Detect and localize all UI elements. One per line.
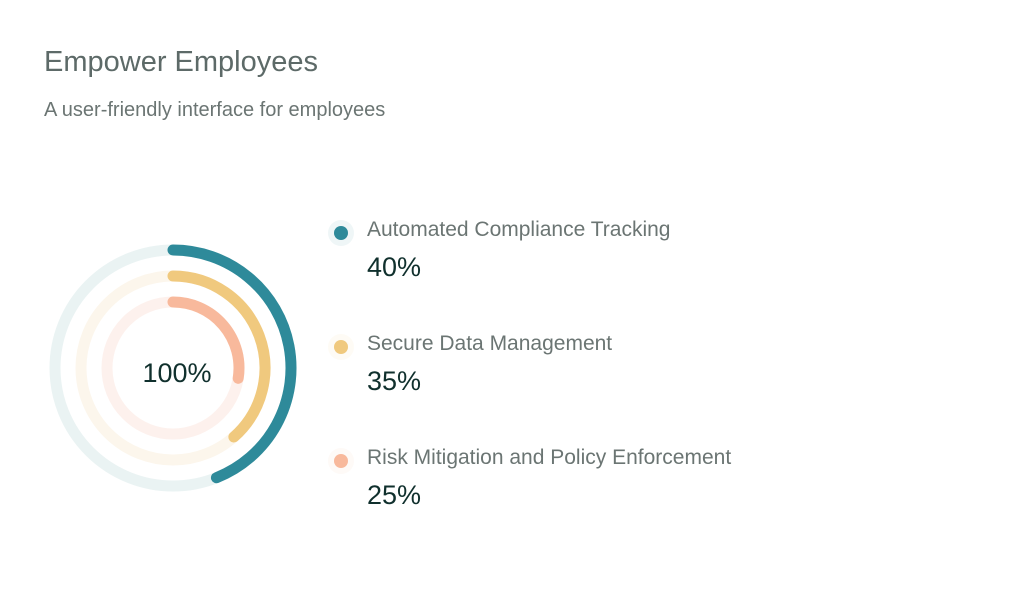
page-title: Empower Employees [44, 46, 318, 78]
page-subtitle: A user-friendly interface for employees [44, 99, 386, 121]
legend-dot-icon [334, 454, 348, 468]
radial-chart [49, 244, 297, 492]
legend-value: 40% [367, 252, 422, 282]
legend-dot-icon [334, 226, 348, 240]
center-label: 100% [142, 358, 212, 388]
legend-label: Risk Mitigation and Policy Enforcement [367, 446, 732, 469]
ring-arc-2 [167, 296, 245, 384]
legend-dot-icon [334, 340, 348, 354]
ring-arc-0 [167, 244, 297, 484]
legend-value: 25% [367, 480, 422, 510]
legend-value: 35% [367, 366, 422, 396]
legend-label: Automated Compliance Tracking [367, 218, 671, 241]
ring-arc-1 [167, 270, 271, 443]
legend-label: Secure Data Management [367, 332, 613, 355]
